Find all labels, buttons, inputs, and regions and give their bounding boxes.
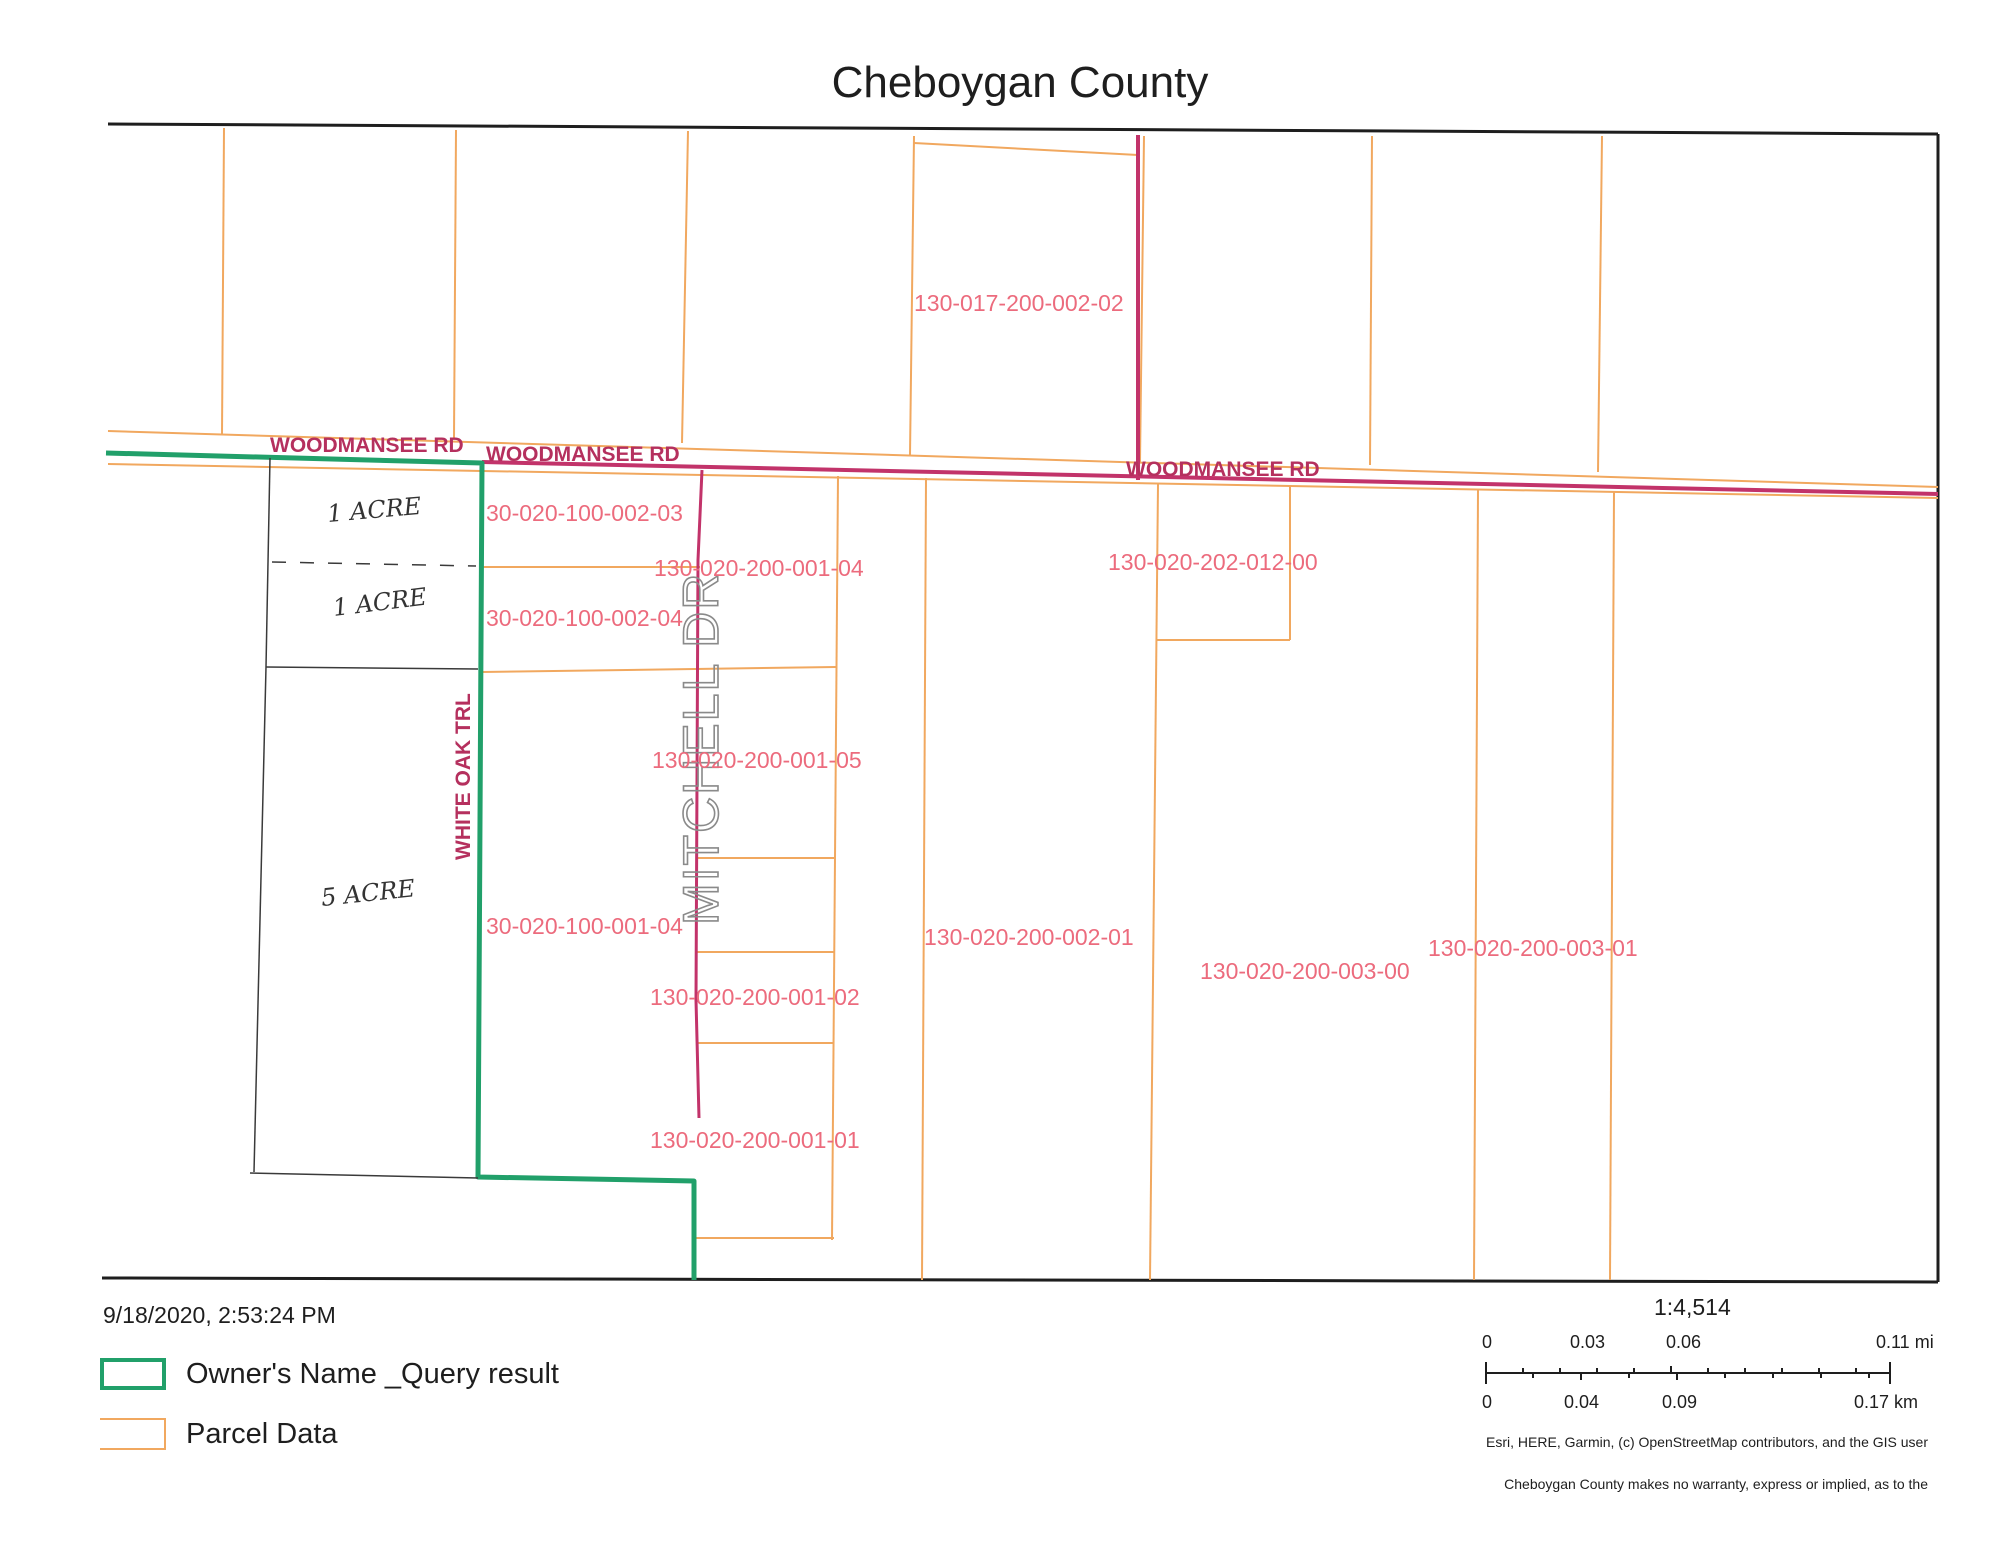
parcel-line: [221, 127, 225, 436]
scale-bar: [1485, 1362, 1891, 1384]
road-edge: [107, 463, 1939, 499]
scale-label-km: 0.17 km: [1854, 1392, 1919, 1412]
parcel-line: [453, 129, 457, 439]
road-edge: [107, 430, 1939, 488]
parcel-id-label[interactable]: 130-020-200-001-01: [650, 1127, 860, 1153]
mitchell-dr-line[interactable]: [694, 469, 704, 1119]
road-lines[interactable]: [481, 135, 1939, 1119]
parcel-id-label[interactable]: 130-020-200-002-01: [924, 924, 1134, 950]
parcel-labels[interactable]: 130-017-200-002-02 30-020-100-002-03 130…: [486, 290, 1638, 1153]
hand-line: [249, 1172, 479, 1179]
parcel-line: [681, 130, 689, 444]
parcel-line: [831, 475, 839, 1241]
legend-label: Owner's Name _Query result: [186, 1357, 559, 1390]
parcel-line: [1597, 135, 1603, 473]
scale-label-mi: 0.11 mi: [1876, 1332, 1934, 1352]
acre-note-2: 1 ACRE: [331, 583, 428, 622]
parcel-id-label[interactable]: 130-020-200-003-00: [1200, 958, 1410, 984]
parcel-line: [1149, 483, 1159, 1281]
map-disclaimer: Cheboygan County makes no warranty, expr…: [1504, 1476, 1928, 1492]
parcel-id-label[interactable]: 30-020-100-002-04: [486, 605, 683, 631]
parcel-line: [1609, 491, 1615, 1281]
hand-line: [253, 666, 267, 1173]
query-result-outline[interactable]: [105, 450, 697, 1280]
parcel-id-label[interactable]: 30-020-100-001-04: [486, 913, 683, 939]
map-attribution: Esri, HERE, Garmin, (c) OpenStreetMap co…: [1486, 1434, 1928, 1450]
legend-item-query-result: Owner's Name _Query result: [100, 1352, 559, 1396]
hand-line: [265, 666, 479, 670]
parcel-line: [913, 142, 1139, 156]
parcel-id-label[interactable]: 130-020-202-012-00: [1108, 549, 1318, 575]
street-label-mitchell-dr: MITCHELL DR: [673, 571, 729, 925]
print-timestamp: 9/18/2020, 2:53:24 PM: [103, 1302, 336, 1328]
woodmansee-road-line[interactable]: [481, 460, 1939, 496]
acre-note-3: 5 ACRE: [320, 874, 417, 912]
parcel-line: [1139, 135, 1145, 463]
acre-note-1: 1 ACRE: [326, 492, 423, 528]
parcel-id-label[interactable]: 130-017-200-002-02: [914, 290, 1124, 316]
scale-ratio: 1:4,514: [1654, 1294, 1731, 1320]
scale-label-mi: 0: [1482, 1332, 1493, 1352]
road-label-white-oak-trl: WHITE OAK TRL: [452, 693, 475, 860]
map-border-bottom: [101, 1276, 1939, 1284]
road-label-woodmansee: WOODMANSEE RD: [270, 434, 464, 457]
map-frame: [101, 122, 1940, 1284]
legend-item-parcel-data: Parcel Data: [100, 1412, 338, 1456]
legend-swatch-parcel-icon: [100, 1418, 166, 1450]
parcel-id-label[interactable]: 130-020-200-001-05: [652, 747, 862, 773]
parcel-line: [481, 666, 837, 673]
scale-label-km: 0.09: [1662, 1392, 1698, 1412]
parcel-id-label[interactable]: 130-020-200-001-02: [650, 984, 860, 1010]
parcel-id-label[interactable]: 130-020-200-003-01: [1428, 935, 1638, 961]
parcel-line: [1473, 489, 1479, 1281]
parcel-id-label[interactable]: 30-020-100-002-03: [486, 500, 683, 526]
map-border-top: [107, 122, 1939, 136]
road-label-woodmansee: WOODMANSEE RD: [1126, 458, 1320, 481]
road-label-woodmansee: WOODMANSEE RD: [486, 443, 680, 466]
legend-swatch-query-icon: [100, 1358, 166, 1390]
hand-line: [265, 457, 271, 668]
legend-label: Parcel Data: [186, 1417, 338, 1450]
parcel-id-label[interactable]: 130-020-200-001-04: [654, 555, 864, 581]
parcel-line: [909, 135, 915, 456]
hand-dashed-line: [271, 561, 477, 567]
scale-label-km: 0: [1482, 1392, 1493, 1412]
parcel-line: [1369, 135, 1373, 466]
parcel-line: [921, 477, 927, 1281]
scale-label-mi: 0.06: [1666, 1332, 1702, 1352]
page-title: Cheboygan County: [831, 58, 1209, 107]
hand-drawn-lots: [249, 457, 479, 1179]
parcel-lines[interactable]: [107, 127, 1939, 1281]
scale-label-km: 0.04: [1564, 1392, 1600, 1412]
scale-label-mi: 0.03: [1570, 1332, 1606, 1352]
